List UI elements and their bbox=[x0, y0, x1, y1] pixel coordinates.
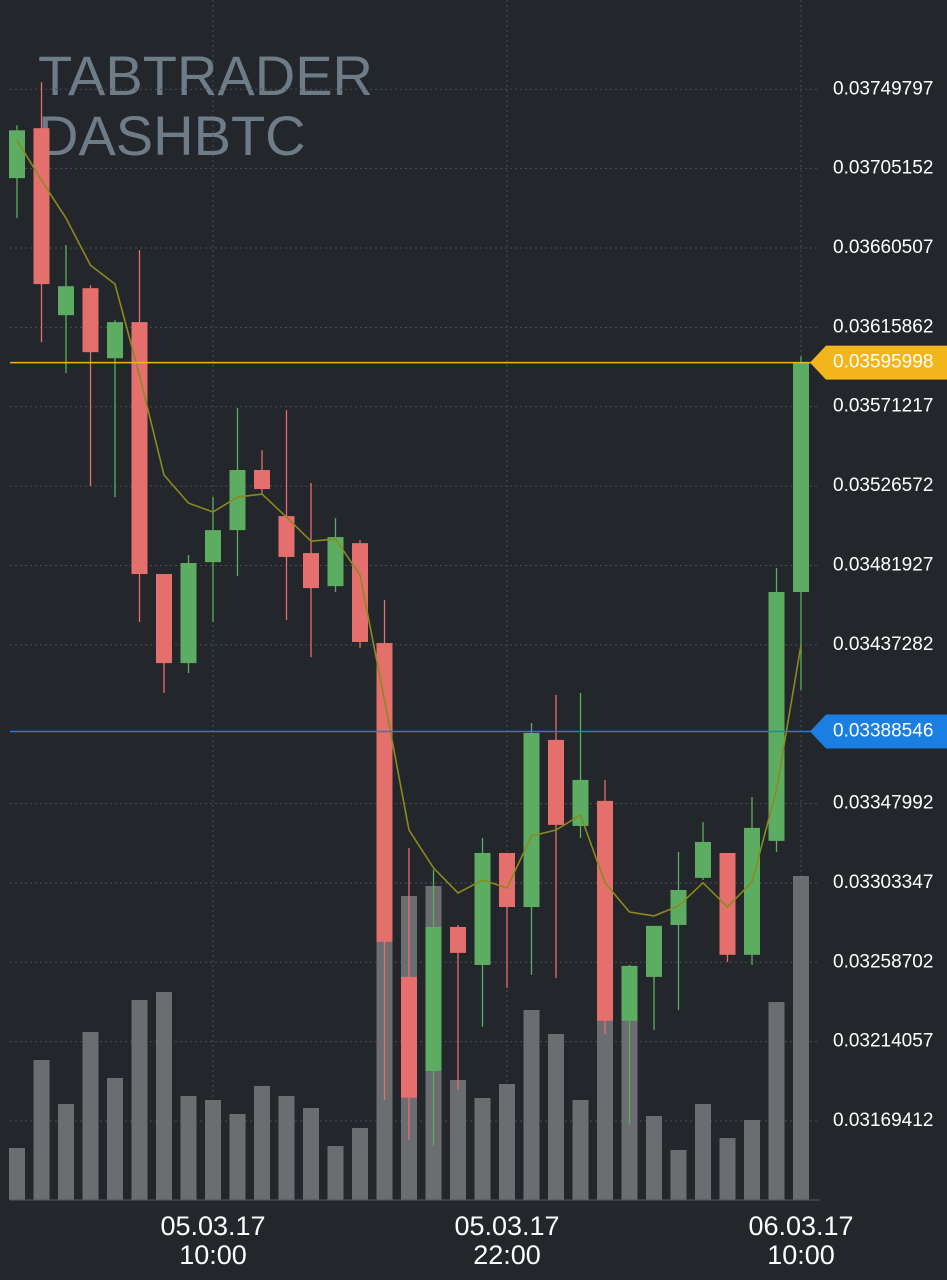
candle-body bbox=[793, 362, 809, 592]
volume-bar bbox=[499, 1084, 515, 1200]
candle-body bbox=[548, 739, 564, 825]
candle-body bbox=[254, 470, 270, 490]
volume-bar bbox=[180, 1096, 197, 1200]
candle-body bbox=[303, 553, 319, 589]
y-tick-label: 0.03571217 bbox=[833, 396, 933, 417]
volume-bar bbox=[768, 1002, 785, 1200]
x-tick-label: 06.03.17 10:00 bbox=[748, 1211, 854, 1270]
candle-body bbox=[597, 800, 613, 1021]
volume-bar bbox=[82, 1032, 99, 1200]
volume-bar bbox=[229, 1114, 246, 1200]
watermark-subtitle: DASHBTC bbox=[38, 104, 306, 167]
candle-body bbox=[646, 925, 662, 977]
volume-bar bbox=[523, 1010, 540, 1200]
volume-bar bbox=[352, 1128, 368, 1200]
price-badge bbox=[810, 714, 947, 749]
candle-body bbox=[352, 543, 368, 642]
price-badge-label: 0.03388546 bbox=[833, 720, 933, 741]
y-tick-label: 0.03347992 bbox=[833, 793, 933, 814]
candle-body bbox=[474, 852, 491, 965]
volume-bar bbox=[793, 876, 809, 1200]
x-tick-label: 05.03.17 10:00 bbox=[160, 1211, 266, 1270]
candle-body bbox=[205, 530, 221, 563]
y-tick-label: 0.03705152 bbox=[833, 158, 933, 179]
candle-body bbox=[744, 827, 760, 955]
candle-body bbox=[523, 732, 540, 908]
volume-bar bbox=[597, 1020, 613, 1200]
candle-body bbox=[58, 286, 74, 316]
price-badge bbox=[810, 345, 947, 380]
volume-bar bbox=[254, 1086, 270, 1200]
volume-bar bbox=[278, 1096, 295, 1200]
candle-body bbox=[670, 889, 687, 925]
volume-bar bbox=[33, 1060, 50, 1200]
candle-body bbox=[572, 779, 589, 826]
volume-bar bbox=[744, 1120, 760, 1200]
candle-body bbox=[621, 965, 638, 1021]
volume-bar bbox=[548, 1034, 564, 1200]
candle-body bbox=[425, 926, 442, 1071]
volume-bar bbox=[131, 1000, 148, 1200]
candle-body bbox=[156, 574, 172, 664]
candle-body bbox=[450, 926, 466, 953]
volume-bar bbox=[695, 1104, 711, 1200]
y-tick-label: 0.03214057 bbox=[833, 1031, 933, 1052]
candle-body bbox=[768, 592, 785, 841]
candle-body bbox=[180, 563, 197, 664]
y-tick-label: 0.03526572 bbox=[833, 475, 933, 496]
candle-body bbox=[401, 976, 417, 1098]
candle-body bbox=[131, 322, 148, 575]
y-tick-label: 0.03437282 bbox=[833, 634, 933, 655]
candle-body bbox=[107, 322, 123, 359]
volume-bar bbox=[205, 1100, 221, 1200]
candle-body bbox=[278, 516, 295, 557]
volume-bar bbox=[450, 1080, 466, 1200]
volume-bar bbox=[719, 1138, 736, 1200]
y-tick-label: 0.03258702 bbox=[833, 951, 933, 972]
volume-bar bbox=[9, 1148, 25, 1200]
y-tick-label: 0.03615862 bbox=[833, 316, 933, 337]
price-badge-label: 0.03595998 bbox=[833, 352, 933, 373]
candle-body bbox=[695, 841, 711, 878]
volume-bar bbox=[327, 1146, 344, 1200]
y-tick-label: 0.03481927 bbox=[833, 554, 933, 575]
candle-body bbox=[9, 130, 25, 179]
candle-body bbox=[719, 852, 736, 955]
volume-bar bbox=[303, 1108, 319, 1200]
volume-bar bbox=[474, 1098, 491, 1200]
candle-body bbox=[82, 288, 99, 353]
y-tick-label: 0.03660507 bbox=[833, 237, 933, 258]
volume-bar bbox=[58, 1104, 74, 1200]
volume-bar bbox=[670, 1150, 687, 1200]
candle-body bbox=[327, 537, 344, 587]
watermark-title: TABTRADER bbox=[38, 44, 373, 107]
x-tick-label: 05.03.17 22:00 bbox=[454, 1211, 560, 1270]
candle-body bbox=[33, 128, 50, 285]
y-tick-label: 0.03303347 bbox=[833, 872, 933, 893]
volume-bar bbox=[156, 992, 172, 1200]
candle-body bbox=[229, 470, 246, 531]
y-tick-label: 0.03749797 bbox=[833, 78, 933, 99]
volume-bar bbox=[107, 1078, 123, 1200]
volume-bar bbox=[572, 1100, 589, 1200]
candle-body bbox=[376, 643, 393, 942]
candle-body bbox=[499, 852, 515, 908]
moving-average-line bbox=[16, 139, 802, 917]
volume-bar bbox=[646, 1116, 662, 1200]
y-tick-label: 0.03169412 bbox=[833, 1110, 933, 1131]
